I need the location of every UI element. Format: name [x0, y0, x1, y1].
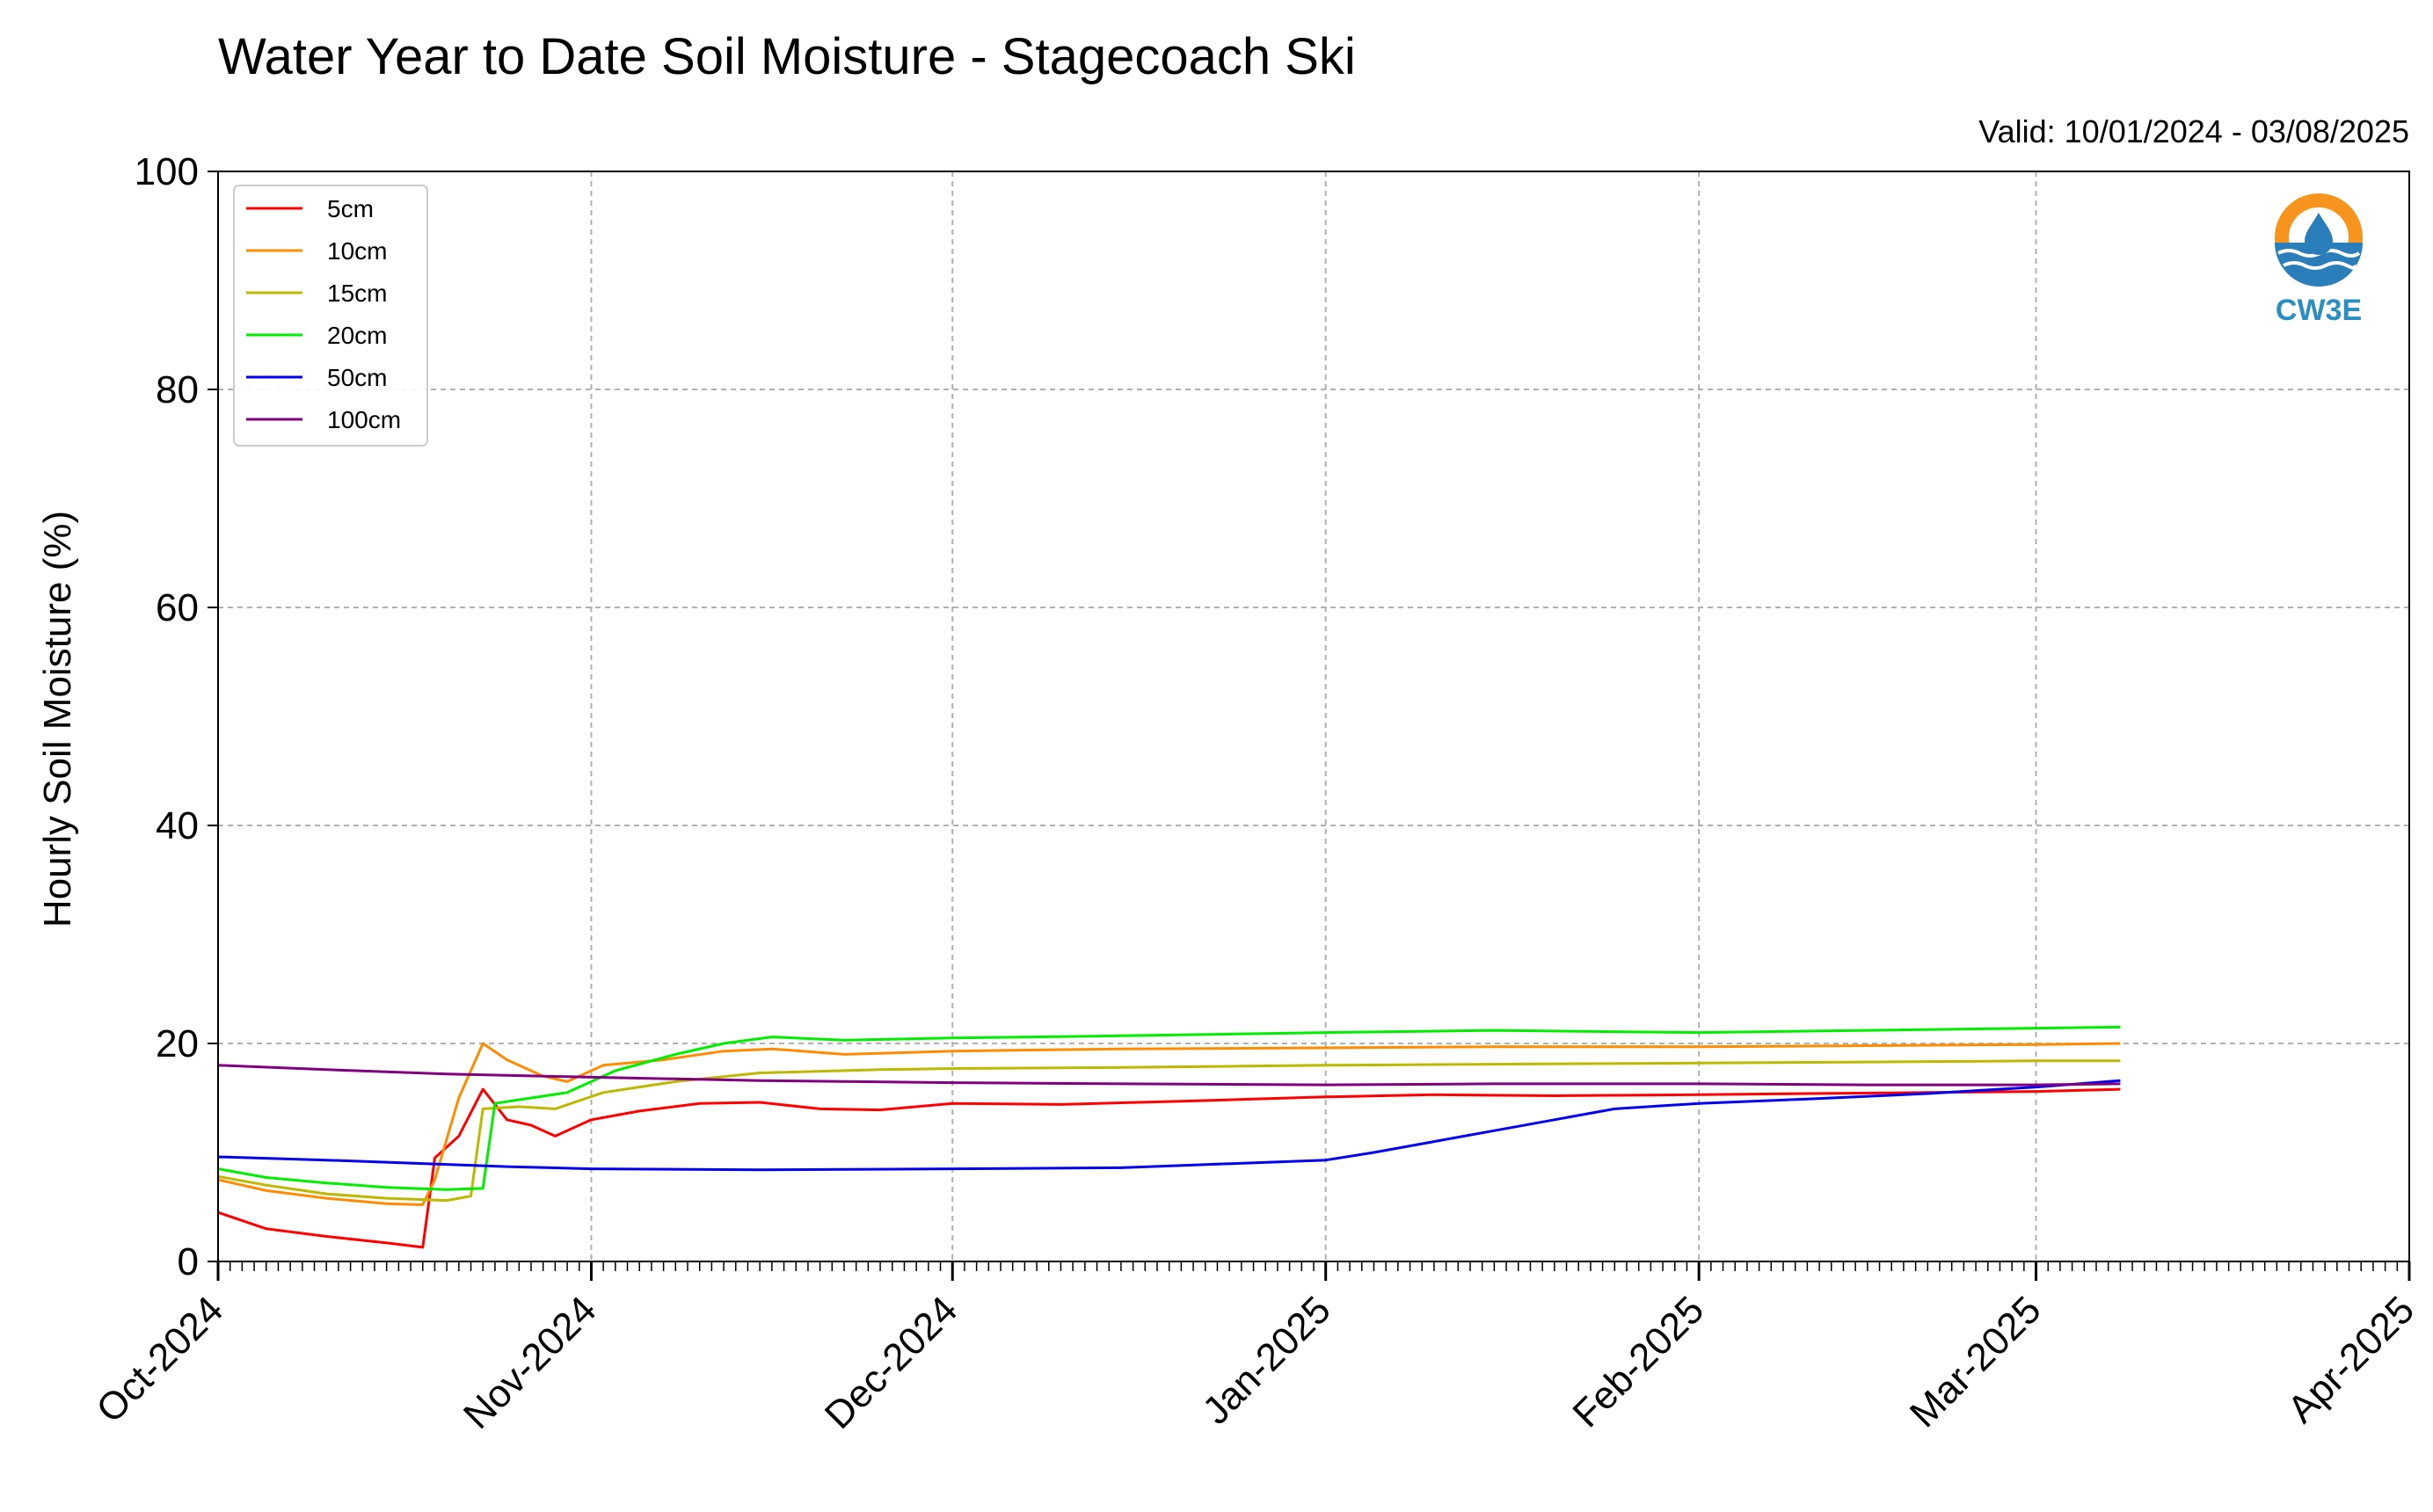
y-tick-label: 0: [178, 1240, 199, 1283]
chart-subtitle: Valid: 10/01/2024 - 03/08/2025: [1978, 113, 2409, 149]
legend-label: 50cm: [327, 364, 387, 391]
legend-label: 20cm: [327, 322, 387, 349]
grid-lines: [218, 171, 2409, 1261]
x-tick-label: Oct-2024: [88, 1288, 231, 1431]
x-tick-label: Dec-2024: [817, 1288, 966, 1437]
y-tick-label: 60: [156, 586, 199, 629]
series-line-20cm: [217, 1025, 2121, 1191]
cw3e-logo: CW3E: [2275, 193, 2363, 327]
series-line-100cm: [217, 1064, 2121, 1087]
legend-label: 15cm: [327, 280, 387, 307]
logo-text: CW3E: [2276, 294, 2362, 327]
y-tick-label: 40: [156, 804, 199, 847]
x-tick-label: Apr-2025: [2279, 1288, 2422, 1431]
legend-label: 5cm: [327, 195, 374, 222]
legend: 5cm 10cm 15cm 20cm 50cm 100cm: [233, 185, 428, 447]
legend-label: 100cm: [327, 406, 401, 433]
x-tick-label: Feb-2025: [1564, 1288, 1712, 1436]
water-drop-icon: [2305, 213, 2333, 255]
x-tick-label: Mar-2025: [1902, 1288, 2050, 1436]
y-tick-label: 20: [156, 1022, 199, 1065]
series-line-10cm: [217, 1042, 2121, 1206]
y-tick-label: 100: [135, 150, 199, 193]
series-line-15cm: [217, 1059, 2121, 1203]
axes: 0 20 40 60 80 100 Oct-2024 Nov-2024 Dec-2024 Jan-…: [88, 150, 2422, 1437]
chart-title: Water Year to Date Soil Moisture - Stage…: [218, 28, 1356, 85]
x-tick-label: Nov-2024: [455, 1288, 605, 1437]
data-series: [217, 1025, 2121, 1249]
series-line-50cm: [217, 1079, 2121, 1172]
y-tick-label: 80: [156, 368, 199, 411]
series-line-5cm: [217, 1087, 2121, 1249]
logo-wave-line-2: [2283, 261, 2357, 270]
y-axis-label: Hourly Soil Moisture (%): [36, 511, 79, 927]
x-tick-label: Jan-2025: [1194, 1288, 1338, 1432]
legend-label: 10cm: [327, 237, 387, 265]
